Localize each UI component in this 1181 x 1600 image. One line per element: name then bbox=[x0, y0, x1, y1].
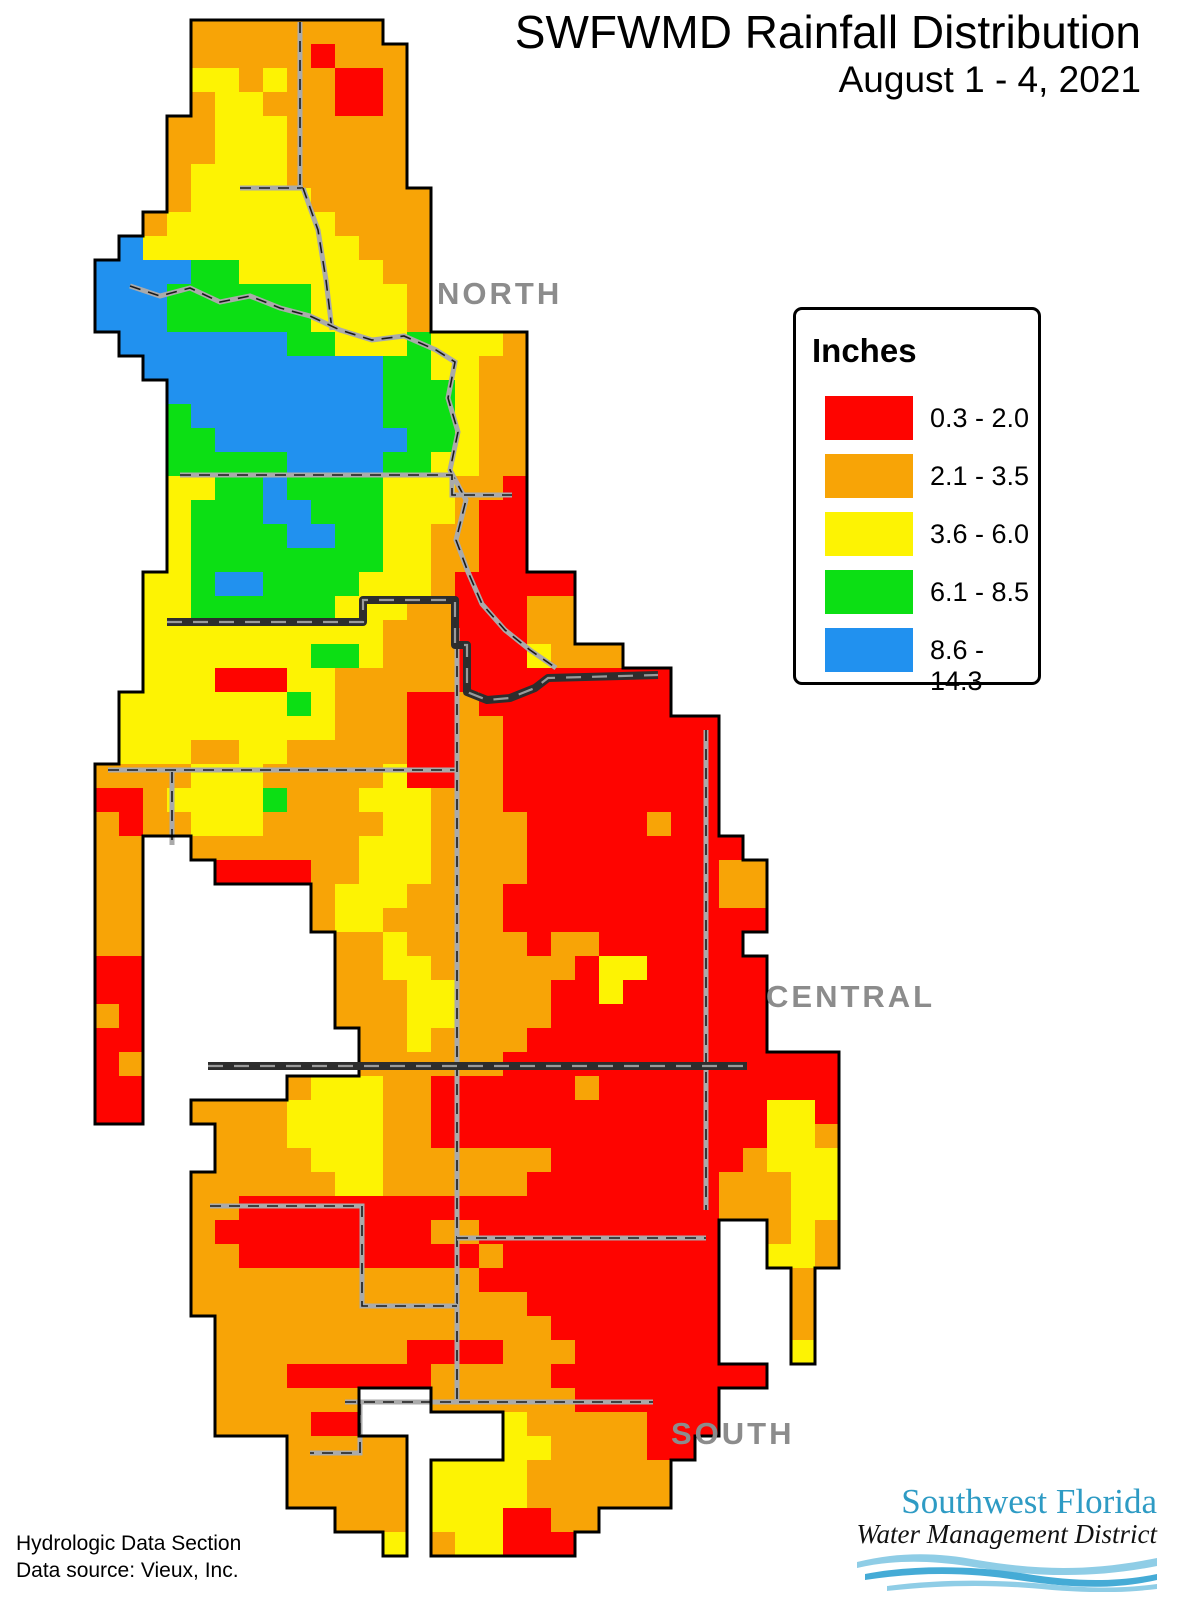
legend-label: 3.6 - 6.0 bbox=[930, 519, 1030, 549]
credits: Hydrologic Data Section Data source: Vie… bbox=[16, 1530, 241, 1584]
logo-waves-icon bbox=[857, 1554, 1157, 1593]
legend-row: 8.6 - 14.3 bbox=[812, 628, 1032, 696]
legend-label: 2.1 - 3.5 bbox=[930, 461, 1030, 491]
credits-line1: Hydrologic Data Section bbox=[16, 1532, 242, 1555]
legend-row: 2.1 - 3.5 bbox=[812, 454, 1032, 498]
legend-swatch-orange bbox=[825, 454, 913, 498]
district-outline bbox=[93, 18, 841, 1558]
page-title: SWFWMD Rainfall Distribution bbox=[514, 6, 1141, 58]
legend-row: 0.3 - 2.0 bbox=[812, 396, 1032, 440]
legend-swatch-green bbox=[825, 570, 913, 614]
logo-line2: Water Management District bbox=[856, 1519, 1157, 1549]
legend-row: 3.6 - 6.0 bbox=[812, 512, 1032, 556]
legend-label: 8.6 - 14.3 bbox=[930, 635, 985, 696]
legend-swatch-blue bbox=[825, 628, 913, 672]
credits-line2: Data source: Vieux, Inc. bbox=[16, 1559, 239, 1582]
raster-cells bbox=[95, 20, 839, 1556]
county-boundaries bbox=[108, 22, 709, 1456]
legend-label: 6.1 - 8.5 bbox=[930, 577, 1030, 607]
legend-title: Inches bbox=[812, 332, 917, 369]
region-label-central: CENTRAL bbox=[766, 979, 936, 1014]
district-logo: Southwest Florida Water Management Distr… bbox=[827, 1484, 1157, 1597]
title-block: SWFWMD Rainfall Distribution August 1 - … bbox=[515, 6, 1141, 102]
region-label-north: NORTH bbox=[437, 276, 563, 311]
legend-swatch-yellow bbox=[825, 512, 913, 556]
legend: Inches 0.3 - 2.0 2.1 - 3.5 3.6 - 6.0 6.1… bbox=[793, 307, 1041, 696]
region-label-south: SOUTH bbox=[671, 1416, 795, 1451]
page-subtitle: August 1 - 4, 2021 bbox=[838, 59, 1141, 100]
legend-row: 6.1 - 8.5 bbox=[812, 570, 1032, 614]
region-boundaries bbox=[167, 596, 747, 1070]
logo-line1: Southwest Florida bbox=[901, 1482, 1157, 1521]
legend-swatch-red bbox=[825, 396, 913, 440]
legend-label: 0.3 - 2.0 bbox=[930, 403, 1030, 433]
